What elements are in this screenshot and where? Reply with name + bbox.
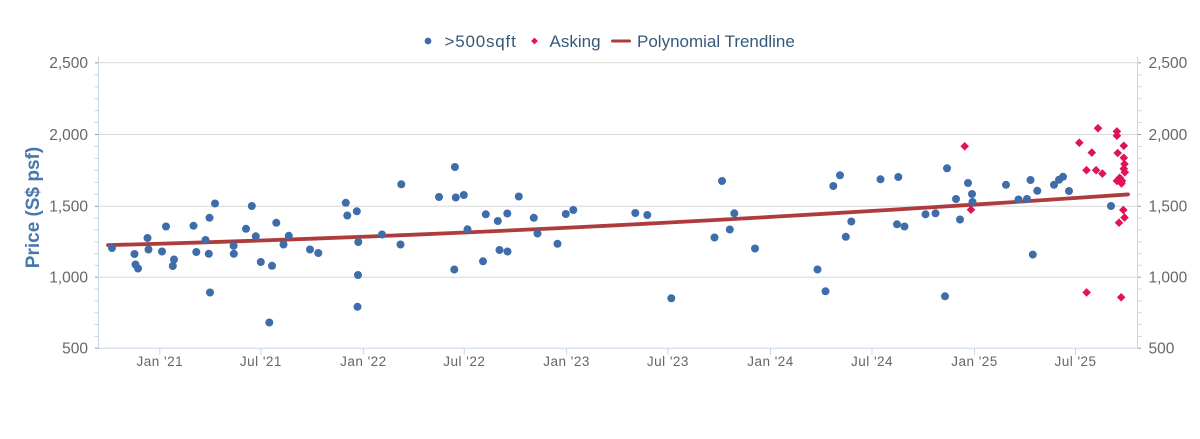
svg-text:Jan '21: Jan '21 [136, 354, 183, 369]
svg-text:Price (S$ psf): Price (S$ psf) [23, 147, 44, 268]
svg-text:2,000: 2,000 [1149, 127, 1188, 144]
svg-text:Jan '24: Jan '24 [747, 354, 794, 369]
svg-text:>500sqft: >500sqft [445, 32, 517, 51]
svg-text:500: 500 [62, 341, 88, 358]
svg-text:Jul '25: Jul '25 [1054, 354, 1096, 369]
svg-text:Polynomial Trendline: Polynomial Trendline [637, 32, 795, 51]
svg-text:500: 500 [1149, 341, 1175, 358]
svg-text:Jul '21: Jul '21 [240, 354, 282, 369]
svg-text:1,000: 1,000 [1149, 270, 1188, 287]
svg-text:1,500: 1,500 [49, 199, 88, 216]
svg-text:2,500: 2,500 [1149, 55, 1188, 72]
svg-text:1,000: 1,000 [49, 270, 88, 287]
svg-text:Jan '23: Jan '23 [543, 354, 590, 369]
svg-text:1,500: 1,500 [1149, 199, 1188, 216]
svg-text:Jul '23: Jul '23 [647, 354, 689, 369]
svg-text:Jan '25: Jan '25 [951, 354, 998, 369]
svg-text:Jul '24: Jul '24 [851, 354, 893, 369]
svg-text:2,500: 2,500 [49, 55, 88, 72]
svg-text:2,000: 2,000 [49, 127, 88, 144]
svg-text:Jan '22: Jan '22 [340, 354, 387, 369]
svg-text:Jul '22: Jul '22 [443, 354, 485, 369]
svg-text:Asking: Asking [550, 32, 601, 51]
